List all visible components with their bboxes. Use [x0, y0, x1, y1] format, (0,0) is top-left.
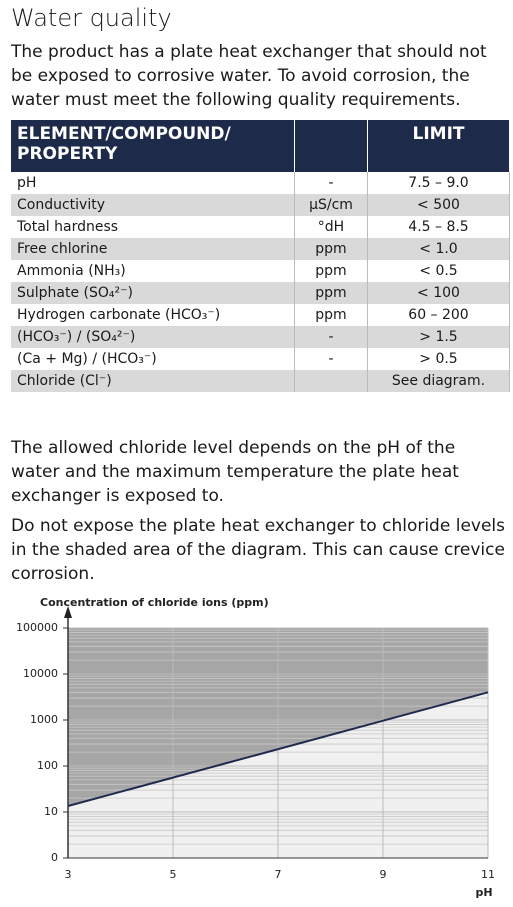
table-cell: 4.5 – 8.5: [367, 216, 510, 238]
y-tick-label: 100000: [16, 621, 58, 634]
paragraph: Do not expose the plate heat exchanger t…: [11, 516, 505, 584]
table-cell: > 1.5: [367, 326, 510, 348]
header-unit: [294, 120, 368, 172]
table-row: Ammonia (NH₃) ppm < 0.5: [11, 260, 510, 282]
table-cell: °dH: [294, 216, 368, 238]
table-cell: Total hardness: [11, 216, 295, 238]
table-cell: ppm: [294, 304, 368, 326]
table-cell: ppm: [294, 260, 368, 282]
table-cell: > 0.5: [367, 348, 510, 370]
table-row: Hydrogen carbonate (HCO₃⁻) ppm 60 – 200: [11, 304, 510, 326]
y-axis-arrow: [64, 606, 72, 618]
table-row: (HCO₃⁻) / (SO₄²⁻) - > 1.5: [11, 326, 510, 348]
table-cell: See diagram.: [367, 370, 510, 392]
table-cell: 7.5 – 9.0: [367, 172, 510, 194]
table-cell: < 100: [367, 282, 510, 304]
table-cell: -: [294, 326, 368, 348]
y-tick-label: 0: [51, 851, 58, 864]
table-row: Total hardness °dH 4.5 – 8.5: [11, 216, 510, 238]
table-row: pH -7.5 – 9.0: [11, 172, 510, 194]
table-cell: Chloride (Cl⁻): [11, 370, 295, 392]
x-axis-label: pH: [475, 886, 492, 899]
table-row: (Ca + Mg) / (HCO₃⁻) - > 0.5: [11, 348, 510, 370]
table-cell: µS/cm: [294, 194, 368, 216]
table-cell: Ammonia (NH₃): [11, 260, 295, 282]
table-cell: [294, 370, 368, 392]
title: Water quality: [11, 4, 172, 32]
table-cell: < 1.0: [367, 238, 510, 260]
x-tick-label: 7: [275, 868, 282, 881]
table-cell: ppm: [294, 282, 368, 304]
chart: Concentration of chloride ions (ppm) pH …: [16, 596, 495, 899]
table-row: Conductivity µS/cm < 500: [11, 194, 510, 216]
table-row: Sulphate (SO₄²⁻) ppm < 100: [11, 282, 510, 304]
x-tick-label: 11: [481, 868, 495, 881]
y-tick-label: 1000: [30, 713, 58, 726]
paragraph: The allowed chloride level depends on th…: [11, 438, 459, 506]
y-tick-label: 10: [44, 805, 58, 818]
intro: The product has a plate heat exchanger t…: [11, 42, 487, 110]
table-cell: -: [294, 172, 368, 194]
table-cell: Sulphate (SO₄²⁻): [11, 282, 295, 304]
table-cell: pH: [11, 172, 295, 194]
table-cell: (HCO₃⁻) / (SO₄²⁻): [11, 326, 295, 348]
y-tick-label: 100: [37, 759, 58, 772]
x-tick-label: 3: [65, 868, 72, 881]
table-cell: < 0.5: [367, 260, 510, 282]
x-tick-label: 5: [170, 868, 177, 881]
table-cell: (Ca + Mg) / (HCO₃⁻): [11, 348, 295, 370]
table-row: Free chlorine ppm < 1.0: [11, 238, 510, 260]
table-cell: -: [294, 348, 368, 370]
table-row: Chloride (Cl⁻) See diagram.: [11, 370, 510, 392]
table-cell: Conductivity: [11, 194, 295, 216]
y-axis-label: Concentration of chloride ions (ppm): [40, 596, 269, 609]
line: [67, 691, 489, 807]
table-cell: 60 – 200: [367, 304, 510, 326]
header-limit: LIMIT: [367, 120, 510, 172]
table-cell: ppm: [294, 238, 368, 260]
quality-table: ELEMENT/COMPOUND/ PROPERTY LIMIT pH -7.5 …: [11, 120, 510, 392]
table-cell: < 500: [367, 194, 510, 216]
table-cell: Hydrogen carbonate (HCO₃⁻): [11, 304, 295, 326]
table-cell: Free chlorine: [11, 238, 295, 260]
y-tick-label: 10000: [23, 667, 58, 680]
header-property: ELEMENT/COMPOUND/ PROPERTY: [11, 120, 295, 172]
x-tick-label: 9: [380, 868, 387, 881]
